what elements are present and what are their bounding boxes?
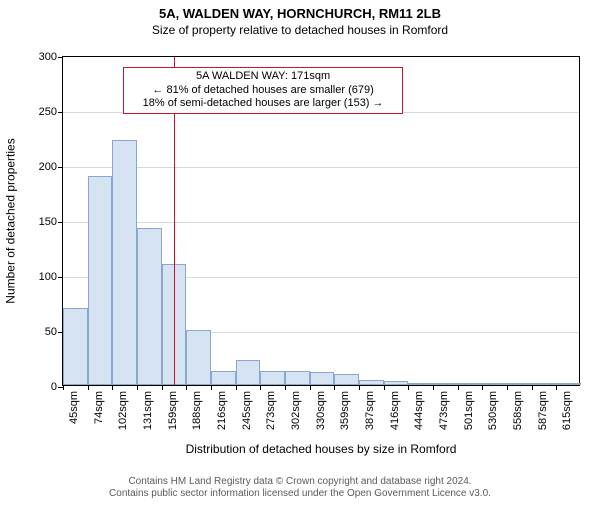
xtick-mark (186, 385, 187, 390)
xtick-mark (88, 385, 89, 390)
chart-title-sub: Size of property relative to detached ho… (0, 23, 600, 37)
xtick-mark (63, 385, 64, 390)
histogram-bar (532, 383, 557, 385)
histogram-bar (310, 372, 335, 385)
ytick-label: 0 (51, 381, 63, 393)
histogram-bar (260, 371, 285, 385)
footer-line-1: Contains HM Land Registry data © Crown c… (0, 476, 600, 488)
ytick-label: 200 (39, 161, 63, 173)
histogram-bar (88, 176, 113, 385)
histogram-bar (507, 383, 532, 385)
xtick-mark (556, 385, 557, 390)
gridline (63, 167, 579, 168)
footer-attribution: Contains HM Land Registry data © Crown c… (0, 476, 600, 500)
histogram-bar (433, 383, 458, 385)
xtick-mark (112, 385, 113, 390)
histogram-bar (482, 383, 507, 385)
xtick-mark (532, 385, 533, 390)
ytick-label: 100 (39, 271, 63, 283)
histogram-bar (236, 360, 261, 385)
ytick-label: 150 (39, 216, 63, 228)
histogram-bar (112, 140, 137, 385)
histogram-bar (63, 308, 88, 385)
annotation-line: 5A WALDEN WAY: 171sqm (128, 70, 398, 84)
xtick-mark (507, 385, 508, 390)
histogram-bar (384, 381, 409, 385)
xtick-mark (260, 385, 261, 390)
histogram-bar (285, 371, 310, 385)
gridline (63, 222, 579, 223)
histogram-bar (408, 383, 433, 385)
histogram-bar (211, 371, 236, 385)
xtick-mark (236, 385, 237, 390)
ytick-label: 300 (39, 51, 63, 63)
xtick-mark (458, 385, 459, 390)
xtick-mark (408, 385, 409, 390)
histogram-bar (458, 383, 483, 385)
histogram-bar (334, 374, 359, 385)
xtick-mark (359, 385, 360, 390)
chart-title-main: 5A, WALDEN WAY, HORNCHURCH, RM11 2LB (0, 6, 600, 21)
x-axis-label: Distribution of detached houses by size … (186, 442, 457, 456)
annotation-line: 18% of semi-detached houses are larger (… (128, 97, 398, 111)
histogram-bar (137, 228, 162, 385)
xtick-mark (482, 385, 483, 390)
annotation-box: 5A WALDEN WAY: 171sqm← 81% of detached h… (123, 67, 403, 114)
xtick-mark (334, 385, 335, 390)
histogram-bar (359, 380, 384, 386)
chart-plot-area: 05010015020025030045sqm74sqm102sqm131sqm… (62, 56, 580, 386)
xtick-mark (211, 385, 212, 390)
xtick-mark (137, 385, 138, 390)
xtick-mark (433, 385, 434, 390)
histogram-bar (556, 383, 581, 385)
ytick-label: 50 (45, 326, 63, 338)
footer-line-2: Contains public sector information licen… (0, 488, 600, 500)
annotation-line: ← 81% of detached houses are smaller (67… (128, 84, 398, 98)
xtick-mark (310, 385, 311, 390)
ytick-label: 250 (39, 106, 63, 118)
xtick-mark (285, 385, 286, 390)
xtick-mark (162, 385, 163, 390)
xtick-mark (384, 385, 385, 390)
y-axis-label: Number of detached properties (3, 138, 17, 303)
histogram-bar (186, 330, 211, 385)
